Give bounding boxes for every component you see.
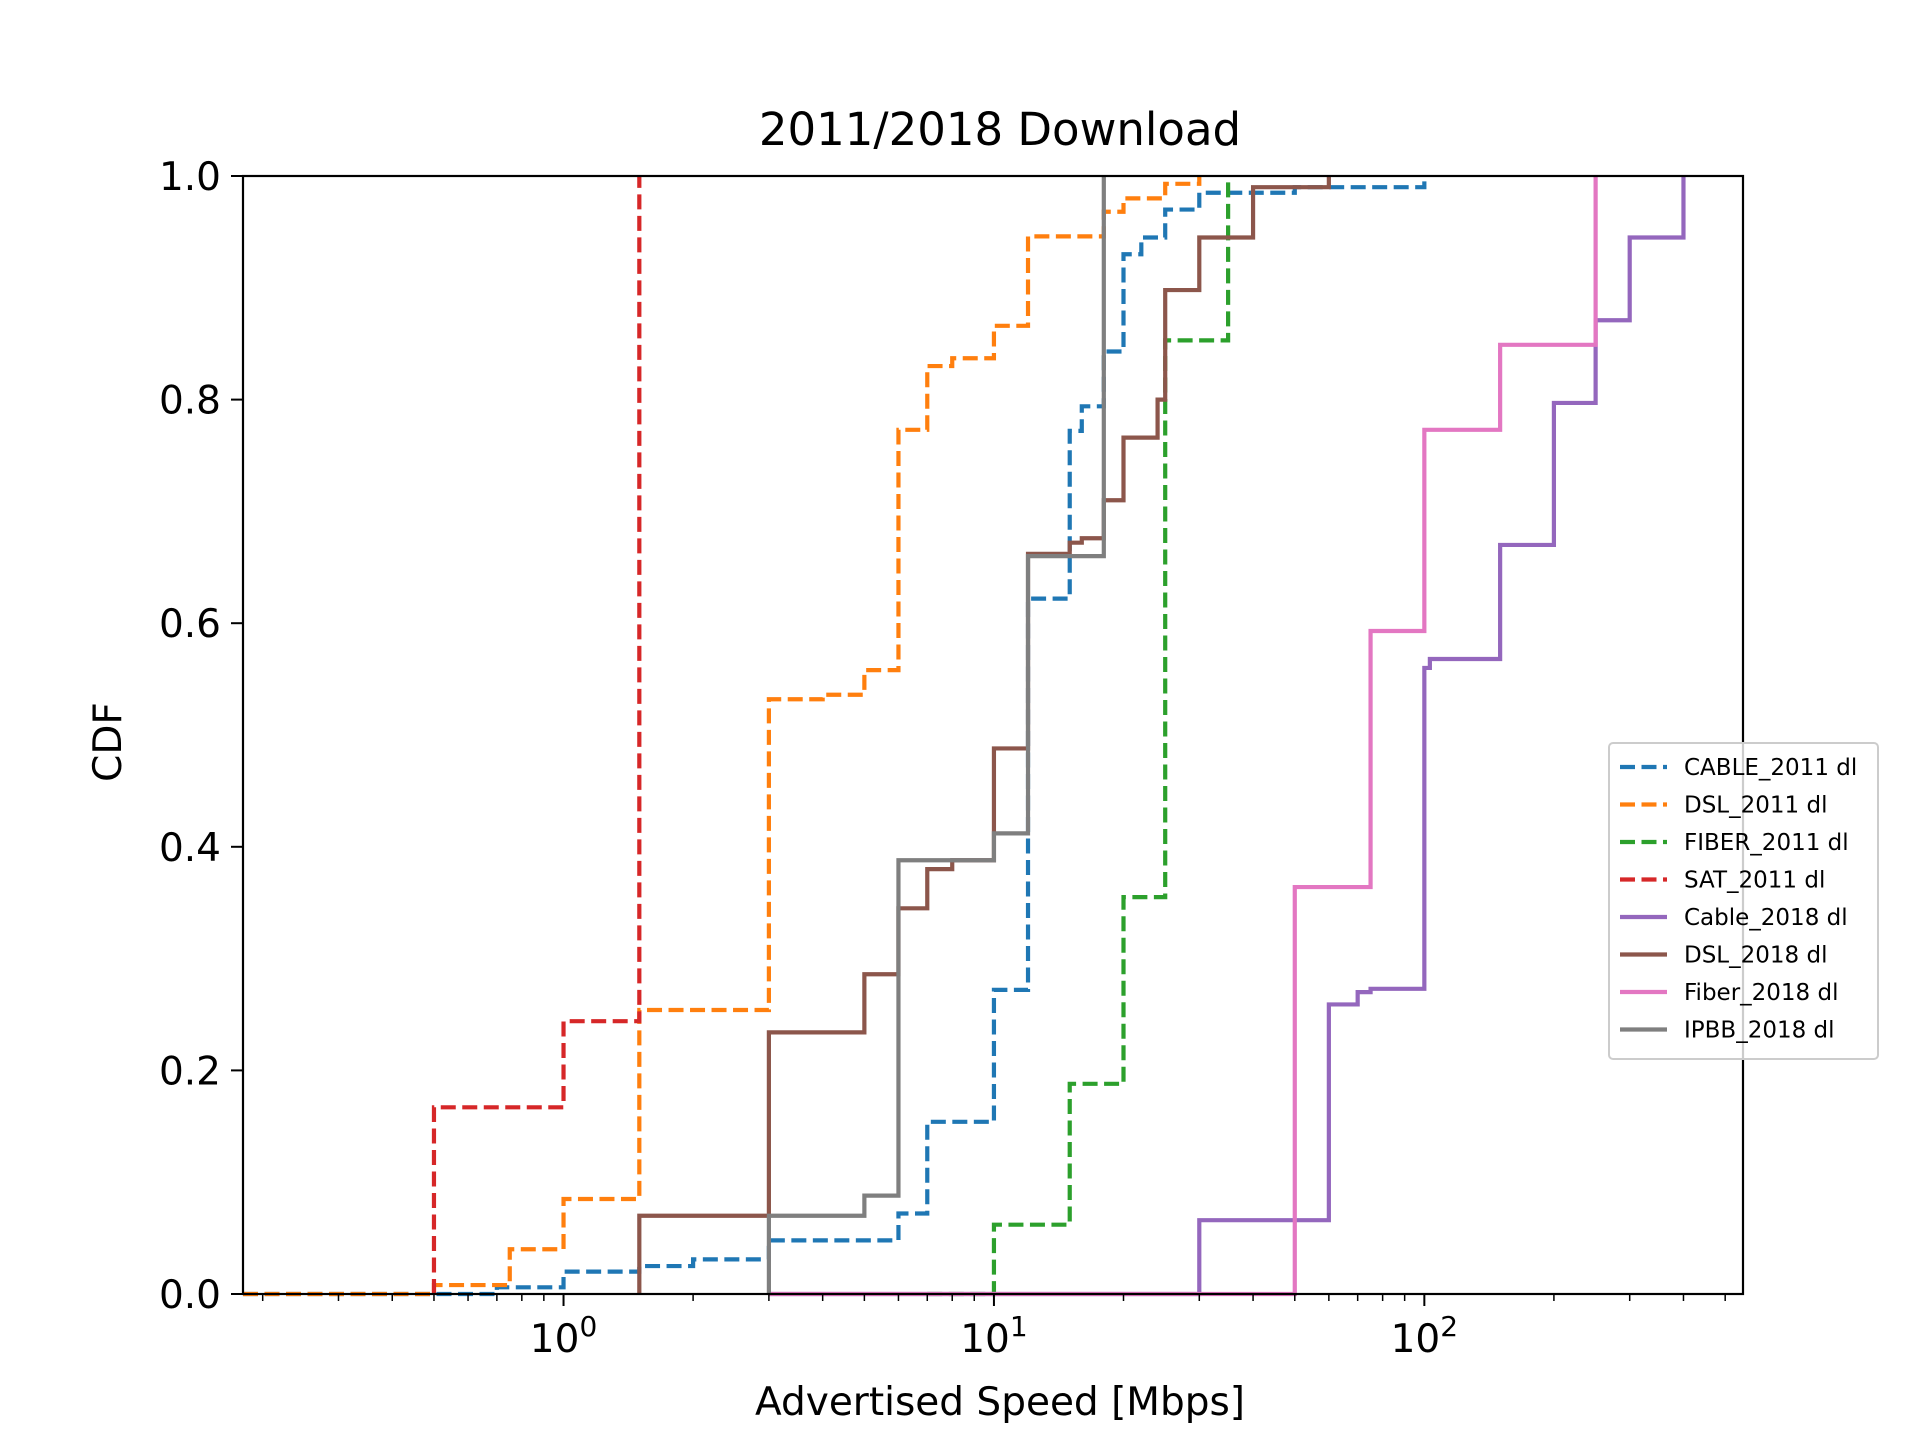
y-tick-label-3: 0.6: [159, 602, 221, 647]
x-tick-label-2: 102: [1391, 1310, 1458, 1362]
legend-label-1: DSL_2011 dl: [1684, 793, 1827, 819]
y-tick-label-1: 0.2: [159, 1049, 221, 1094]
series-line-4: [768, 176, 1686, 1297]
x-tick-label-0: 100: [530, 1310, 597, 1362]
legend-label-0: CABLE_2011 dl: [1684, 755, 1857, 781]
y-tick-label-0: 0.0: [159, 1273, 221, 1318]
series-line-3: [431, 176, 642, 1294]
series-line-1: [243, 176, 1202, 1297]
legend-label-6: Fiber_2018 dl: [1684, 980, 1839, 1006]
legend-label-2: FIBER_2011 dl: [1684, 830, 1849, 856]
plot-area: [243, 176, 1686, 1297]
series-line-6: [768, 176, 1598, 1297]
legend-box: [1608, 742, 1879, 1060]
chart-title: 2011/2018 Download: [759, 103, 1241, 156]
x-tick-label-1: 101: [960, 1310, 1027, 1362]
legend-label-3: SAT_2011 dl: [1684, 868, 1825, 894]
legend-label-5: DSL_2018 dl: [1684, 943, 1827, 969]
y-tick-label-2: 0.4: [159, 826, 221, 871]
series-line-2: [927, 176, 1231, 1297]
series-line-0: [243, 176, 1427, 1297]
series-line-7: [766, 176, 1106, 1294]
legend-label-4: Cable_2018 dl: [1684, 905, 1848, 931]
y-tick-label-4: 0.8: [159, 379, 221, 424]
legend: CABLE_2011 dl DSL_2011 dl FIBER_2011 dl SAT…: [1608, 742, 1879, 1060]
x-axis-label: Advertised Speed [Mbps]: [755, 1380, 1245, 1425]
axes: 0.0 0.2 0.4 0.6 0.8 1.0 100 101 102: [159, 155, 1745, 1362]
y-tick-label-5: 1.0: [159, 155, 221, 200]
y-axis-label: CDF: [86, 702, 131, 782]
series-line-5: [637, 176, 1331, 1294]
legend-label-7: IPBB_2018 dl: [1684, 1018, 1835, 1044]
